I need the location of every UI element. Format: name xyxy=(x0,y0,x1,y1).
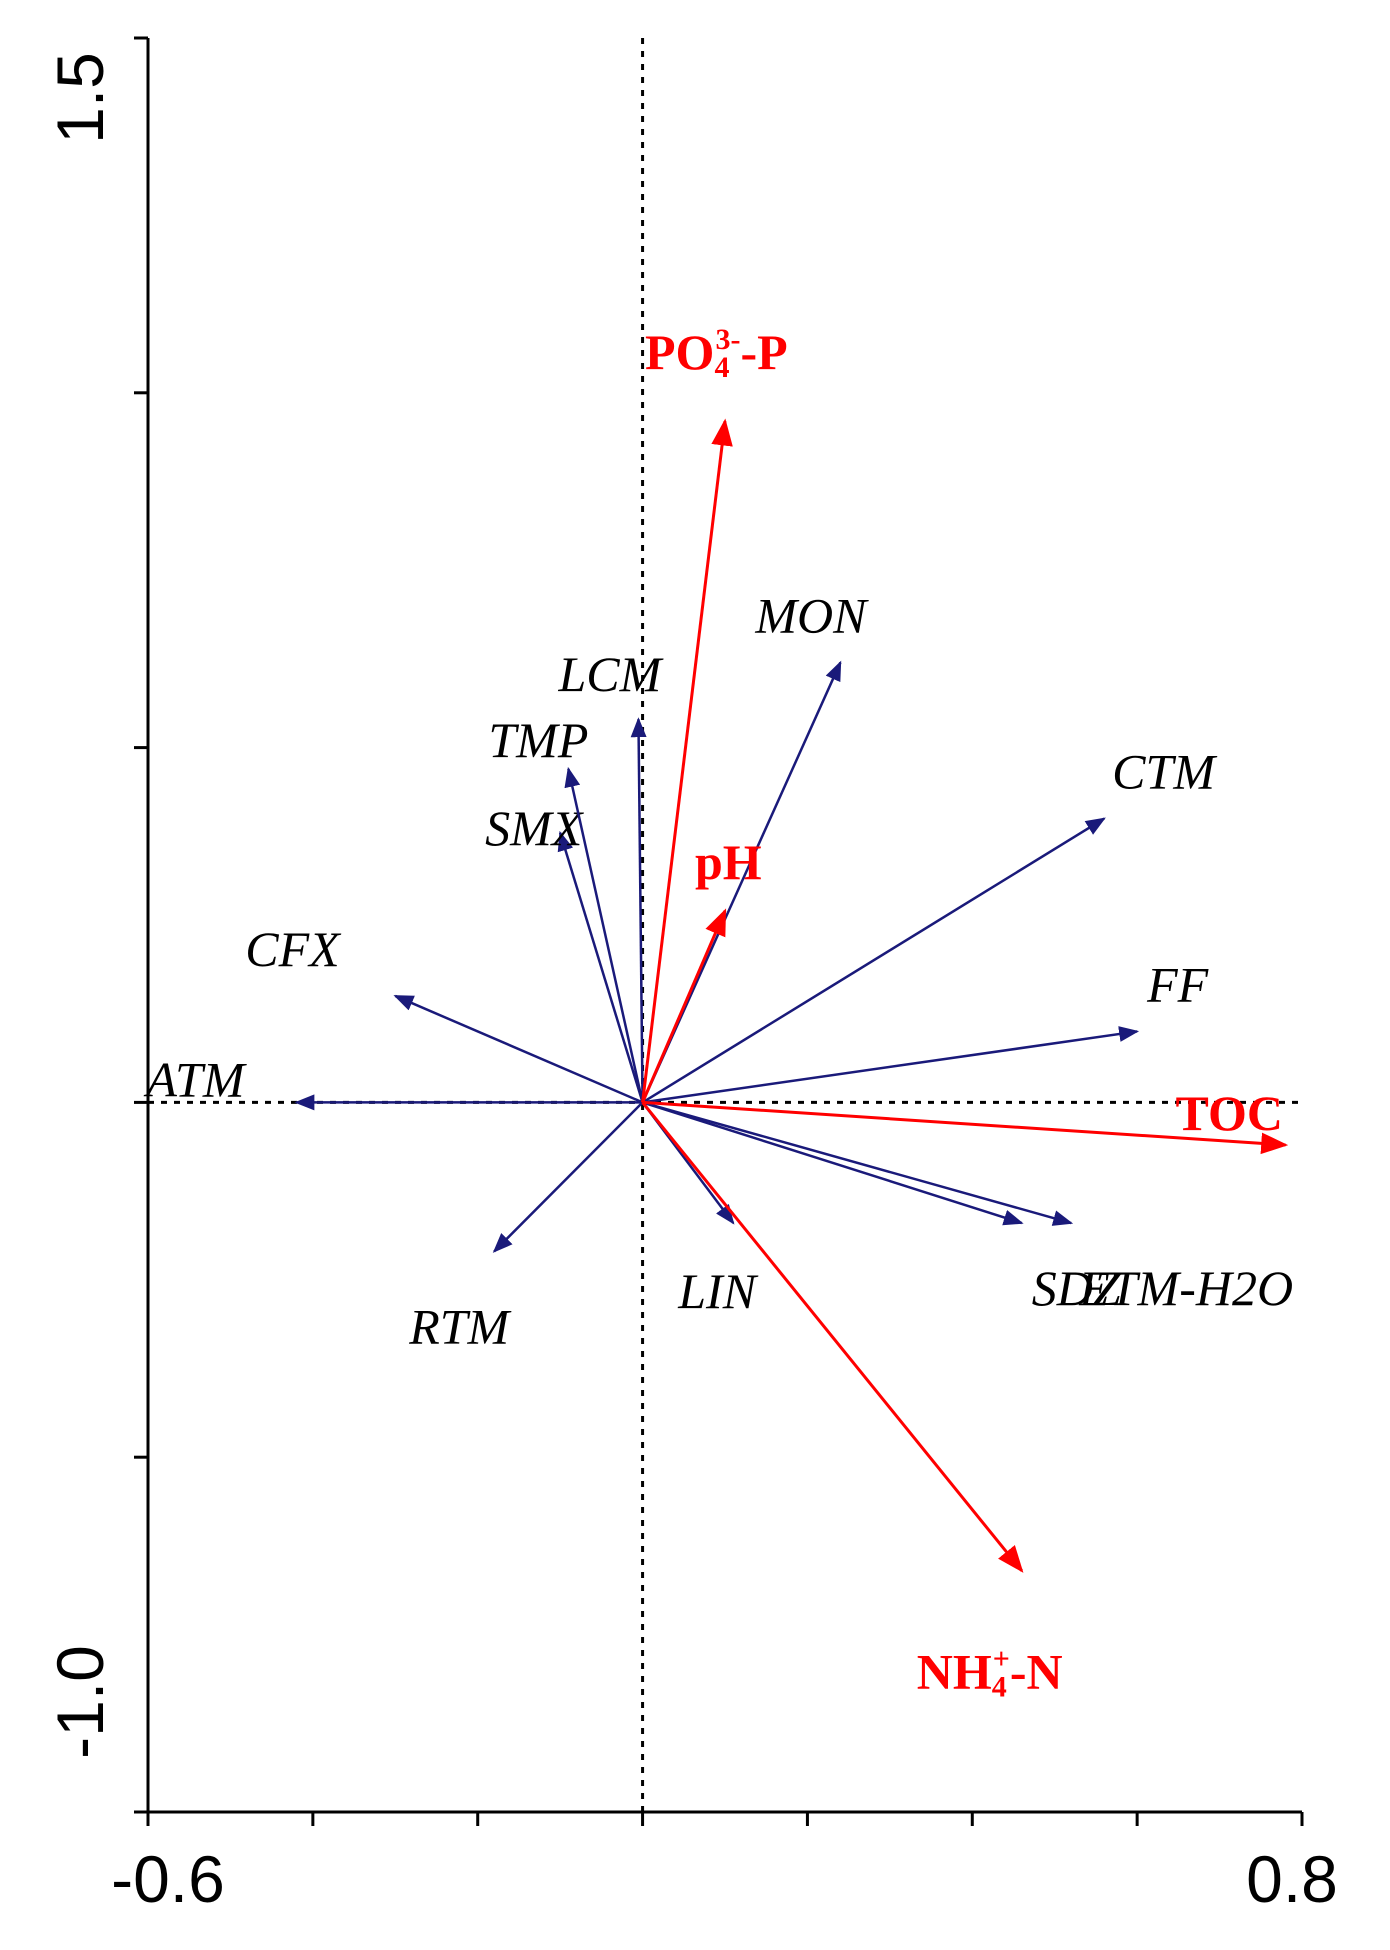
env-arrow-ph xyxy=(641,908,727,1103)
env-arrow-nh xyxy=(641,1101,1024,1573)
env-label-sub-po: 4 xyxy=(714,351,729,384)
y-tick-label-max: 1.5 xyxy=(43,52,117,144)
species-label-lin: LIN xyxy=(677,1263,758,1319)
y-ticks xyxy=(134,36,148,1814)
env-label-sub-nh: 4 xyxy=(992,1671,1007,1704)
species-label-rtm: RTM xyxy=(408,1298,511,1354)
species-label-etm-h2o: ETM-H2O xyxy=(1078,1260,1293,1316)
env-label-toc: TOC xyxy=(1176,1085,1283,1141)
env-label-tail-po: -P xyxy=(740,324,787,380)
x-ticks xyxy=(146,1812,1304,1826)
env-label-sup-nh: + xyxy=(993,1643,1010,1676)
x-tick-label-max: 0.8 xyxy=(1246,1842,1338,1916)
species-arrow-rtm xyxy=(492,1101,644,1253)
env-label-nh: NH4+-N xyxy=(917,1643,1063,1704)
species-label-smx: SMX xyxy=(485,800,585,856)
species-arrow-cfx xyxy=(393,994,644,1104)
species-label-tmp: TMP xyxy=(488,712,588,768)
species-label-lcm: LCM xyxy=(557,646,663,702)
env-label-main-po: PO xyxy=(645,324,714,380)
species-arrow-lcm xyxy=(630,717,647,1103)
env-label-po: PO43--P xyxy=(645,323,788,384)
env-label-main-toc: TOC xyxy=(1176,1085,1283,1141)
species-label-ff: FF xyxy=(1146,956,1209,1012)
species-label-ctm: CTM xyxy=(1112,744,1217,800)
env-label-main-ph: pH xyxy=(695,834,762,890)
species-label-sdz: SDZ xyxy=(1032,1260,1122,1316)
env-label-main-nh: NH xyxy=(917,1644,992,1700)
env-arrow-po xyxy=(641,418,733,1103)
env-label-ph: pH xyxy=(695,834,762,890)
species-arrow-smx xyxy=(557,830,644,1103)
species-arrow-ctm xyxy=(641,817,1106,1104)
species-arrow-ff xyxy=(642,1026,1140,1104)
env-arrow-toc xyxy=(642,1100,1289,1155)
axes-layer: -0.6 0.8 1.5 -1.0 xyxy=(43,36,1338,1916)
species-label-cfx: CFX xyxy=(245,921,342,977)
env-label-sup-po: 3- xyxy=(715,323,740,356)
species-arrow-sdz xyxy=(642,1101,1024,1226)
species-arrow-tmp xyxy=(564,766,644,1103)
species-arrow-etm-h2o xyxy=(642,1101,1074,1226)
species-label-mon: MON xyxy=(754,587,869,643)
env-label-tail-nh: -N xyxy=(1010,1644,1063,1700)
x-tick-label-min: -0.6 xyxy=(111,1842,225,1916)
species-label-atm: ATM xyxy=(143,1051,246,1107)
y-tick-label-min: -1.0 xyxy=(43,1645,117,1759)
